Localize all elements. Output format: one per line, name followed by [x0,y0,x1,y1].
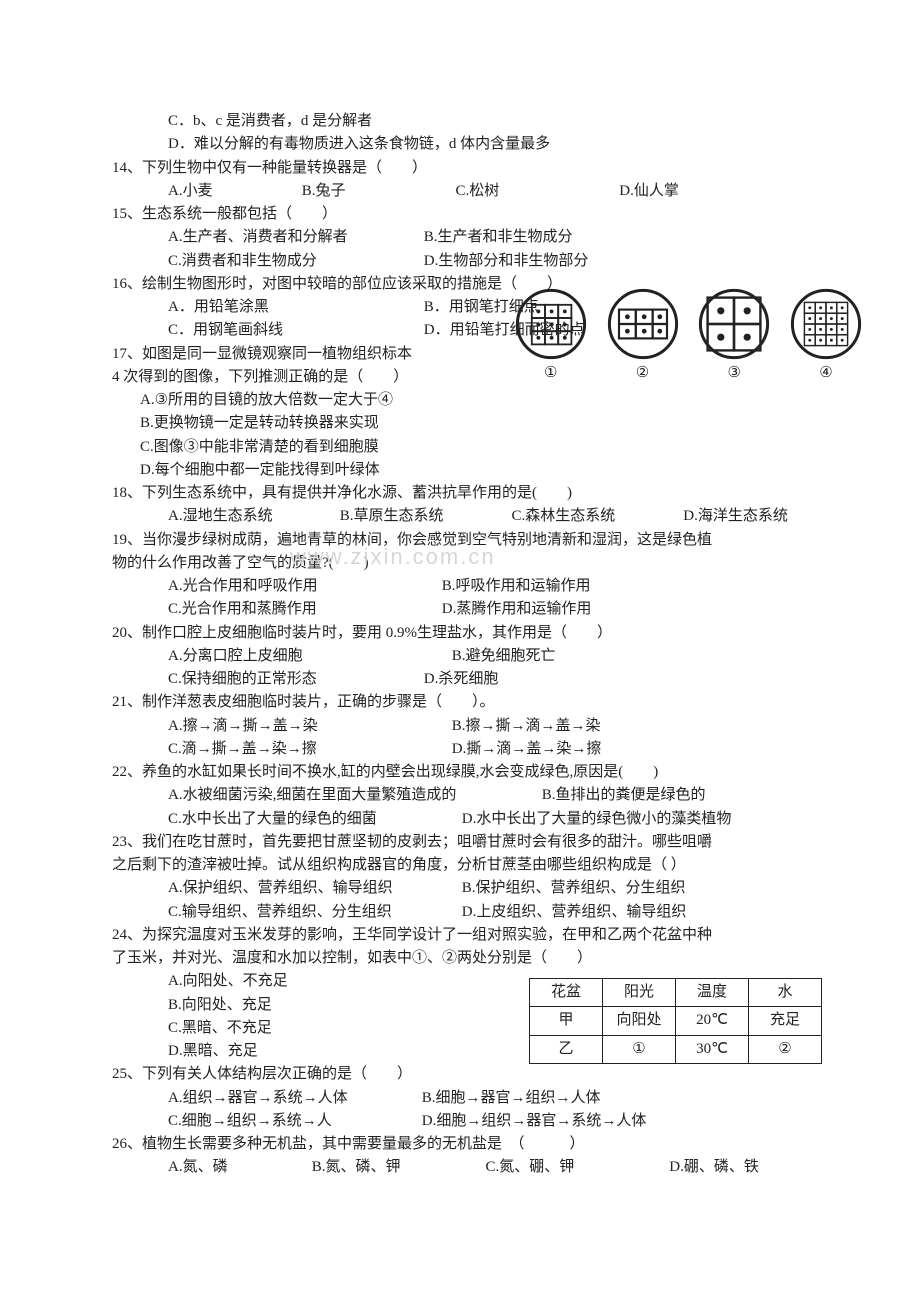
q19-row2: C.光合作用和蒸腾作用 D.蒸腾作用和运输作用 [112,598,822,621]
q20-d: D.杀死细胞 [424,668,499,691]
q16-a: A．用铅笔涂黑 [168,296,420,319]
q25-stem: 25、下列有关人体结构层次正确的是（ ） [112,1063,822,1086]
q15-d: D.生物部分和非生物部分 [424,250,589,273]
q14-d: D.仙人掌 [619,180,679,203]
q25-row2: C.细胞→组织→系统→人 D.细胞→组织→器官→系统→人体 [112,1110,822,1133]
q17-label-1: ① [515,362,587,385]
th-water: 水 [749,979,822,1007]
q22-row2: C.水中长出了大量的绿色的细菌 D.水中长出了大量的绿色微小的藻类植物 [112,808,822,831]
q17-label-3: ③ [698,362,770,385]
q14-choices: A.小麦 B.兔子 C.松树 D.仙人掌 [112,180,822,203]
q17-b: B.更换物镜一定是转动转换器来实现 [112,412,822,435]
q21-a: A.擦→滴→撕→盖→染 [168,715,448,738]
q21-b: B.擦→撕→滴→盖→染 [452,715,601,738]
q19-stem2: 物的什么作用改善了空气的质量?( ) [112,552,822,575]
q25-a: A.组织→器官→系统→人体 [168,1087,418,1110]
q19-d: D.蒸腾作用和运输作用 [442,598,592,621]
q19-b: B.呼吸作用和运输作用 [442,575,591,598]
q24-stem1: 24、为探究温度对玉米发芽的影响，王华同学设计了一组对照实验，在甲和乙两个花盆中… [112,924,822,947]
q17-label-2: ② [607,362,679,385]
q14-b: B.兔子 [302,180,452,203]
table-row: 花盆 阳光 温度 水 [530,979,822,1007]
cell-diagram-1-icon [515,288,587,360]
q26-a: A.氮、磷 [168,1156,308,1179]
q23-row2: C.输导组织、营养组织、分生组织 D.上皮组织、营养组织、输导组织 [112,901,822,924]
q19-c: C.光合作用和蒸腾作用 [168,598,438,621]
th-light: 阳光 [603,979,676,1007]
q25-d: D.细胞→组织→器官→系统→人体 [422,1110,647,1133]
q20-c: C.保持细胞的正常形态 [168,668,420,691]
q25-b: B.细胞→器官→组织→人体 [422,1087,601,1110]
q13-choice-c: C．b、c 是消费者，d 是分解者 [112,110,822,133]
q17-figure: ① ② ③ ④ [490,288,870,385]
q20-stem: 20、制作口腔上皮细胞临时装片时，要用 0.9%生理盐水，其作用是（ ） [112,622,822,645]
q23-b: B.保护组织、营养组织、分生组织 [462,877,686,900]
q23-a: A.保护组织、营养组织、输导组织 [168,877,458,900]
q20-row1: A.分离口腔上皮细胞 B.避免细胞死亡 [112,645,822,668]
q19-row1: A.光合作用和呼吸作用 B.呼吸作用和运输作用 [112,575,822,598]
q26-d: D.硼、磷、铁 [669,1156,759,1179]
q21-d: D.撕→滴→盖→染→擦 [452,738,602,761]
q19-stem1: 19、当你漫步绿树成荫，遍地青草的林间，你会感觉到空气特别地清新和湿润，这是绿色… [112,529,822,552]
q22-d: D.水中长出了大量的绿色微小的藻类植物 [462,808,732,831]
q17-d: D.每个细胞中都一定能找得到叶绿体 [112,459,822,482]
q15-stem: 15、生态系统一般都包括（ ） [112,203,822,226]
q14-a: A.小麦 [168,180,298,203]
q15-b: B.生产者和非生物成分 [424,226,573,249]
q26-choices: A.氮、磷 B.氮、磷、钾 C.氮、硼、钾 D.硼、磷、铁 [112,1156,822,1179]
q21-row2: C.滴→撕→盖→染→擦 D.撕→滴→盖→染→擦 [112,738,822,761]
q18-a: A.湿地生态系统 [168,505,336,528]
q20-a: A.分离口腔上皮细胞 [168,645,448,668]
q26-b: B.氮、磷、钾 [312,1156,482,1179]
q17-label-4: ④ [790,362,862,385]
q23-c: C.输导组织、营养组织、分生组织 [168,901,458,924]
q23-stem2: 之后剩下的渣滓被吐掉。试从组织构成器官的角度，分析甘蔗茎由哪些组织构成是（ ） [112,854,822,877]
q22-stem: 22、养鱼的水缸如果长时间不换水,缸的内壁会出现绿膜,水会变成绿色,原因是( ) [112,761,822,784]
q25-c: C.细胞→组织→系统→人 [168,1110,418,1133]
q23-d: D.上皮组织、营养组织、输导组织 [462,901,687,924]
q17-a: A.③所用的目镜的放大倍数一定大于④ [112,389,822,412]
q19-a: A.光合作用和呼吸作用 [168,575,438,598]
q16-c: C．用钢笔画斜线 [168,319,420,342]
q23-row1: A.保护组织、营养组织、输导组织 B.保护组织、营养组织、分生组织 [112,877,822,900]
q14-stem: 14、下列生物中仅有一种能量转换器是（ ） [112,157,822,180]
cell-diagram-2-icon [607,288,679,360]
q15-c: C.消费者和非生物成分 [168,250,420,273]
q13-choice-d: D．难以分解的有毒物质进入这条食物链，d 体内含量最多 [112,133,822,156]
q20-b: B.避免细胞死亡 [452,645,556,668]
cell-diagram-3-icon [698,288,770,360]
q18-stem: 18、下列生态系统中，具有提供并净化水源、蓄洪抗旱作用的是( ) [112,482,822,505]
q15-a: A.生产者、消费者和分解者 [168,226,420,249]
q25-row1: A.组织→器官→系统→人体 B.细胞→器官→组织→人体 [112,1087,822,1110]
cell-diagram-4-icon [790,288,862,360]
q21-stem: 21、制作洋葱表皮细胞临时装片，正确的步骤是（ ）。 [112,691,822,714]
q21-c: C.滴→撕→盖→染→擦 [168,738,448,761]
q22-b: B.鱼排出的粪便是绿色的 [542,784,706,807]
q26-stem: 26、植物生长需要多种无机盐，其中需要量最多的无机盐是 （ ） [112,1133,822,1156]
q21-row1: A.擦→滴→撕→盖→染 B.擦→撕→滴→盖→染 [112,715,822,738]
q15-row2: C.消费者和非生物成分 D.生物部分和非生物部分 [112,250,822,273]
q18-choices: A.湿地生态系统 B.草原生态系统 C.森林生态系统 D.海洋生态系统 [112,505,822,528]
th-temp: 温度 [676,979,749,1007]
exam-page: C．b、c 是消费者，d 是分解者 D．难以分解的有毒物质进入这条食物链，d 体… [0,0,920,1302]
q22-c: C.水中长出了大量的绿色的细菌 [168,808,458,831]
th-pot: 花盆 [530,979,603,1007]
q24-stem2: 了玉米，并对光、温度和水加以控制，如表中①、②两处分别是（ ） [112,947,822,970]
q22-a: A.水被细菌污染,细菌在里面大量繁殖造成的 [168,784,538,807]
q24-table: 花盆 阳光 温度 水 甲 向阳处 20℃ 充足 乙 ① 30℃ ② [529,978,822,1064]
q18-d: D.海洋生态系统 [683,505,788,528]
table-row: 乙 ① 30℃ ② [530,1035,822,1063]
q18-b: B.草原生态系统 [340,505,508,528]
q14-c: C.松树 [456,180,616,203]
q18-c: C.森林生态系统 [512,505,680,528]
q20-row2: C.保持细胞的正常形态 D.杀死细胞 [112,668,822,691]
q17-c: C.图像③中能非常清楚的看到细胞膜 [112,436,822,459]
q26-c: C.氮、硼、钾 [486,1156,666,1179]
q22-row1: A.水被细菌污染,细菌在里面大量繁殖造成的 B.鱼排出的粪便是绿色的 [112,784,822,807]
q15-row1: A.生产者、消费者和分解者 B.生产者和非生物成分 [112,226,822,249]
q23-stem1: 23、我们在吃甘蔗时，首先要把甘蔗坚韧的皮剥去；咀嚼甘蔗时会有很多的甜汁。哪些咀… [112,831,822,854]
table-row: 甲 向阳处 20℃ 充足 [530,1007,822,1035]
